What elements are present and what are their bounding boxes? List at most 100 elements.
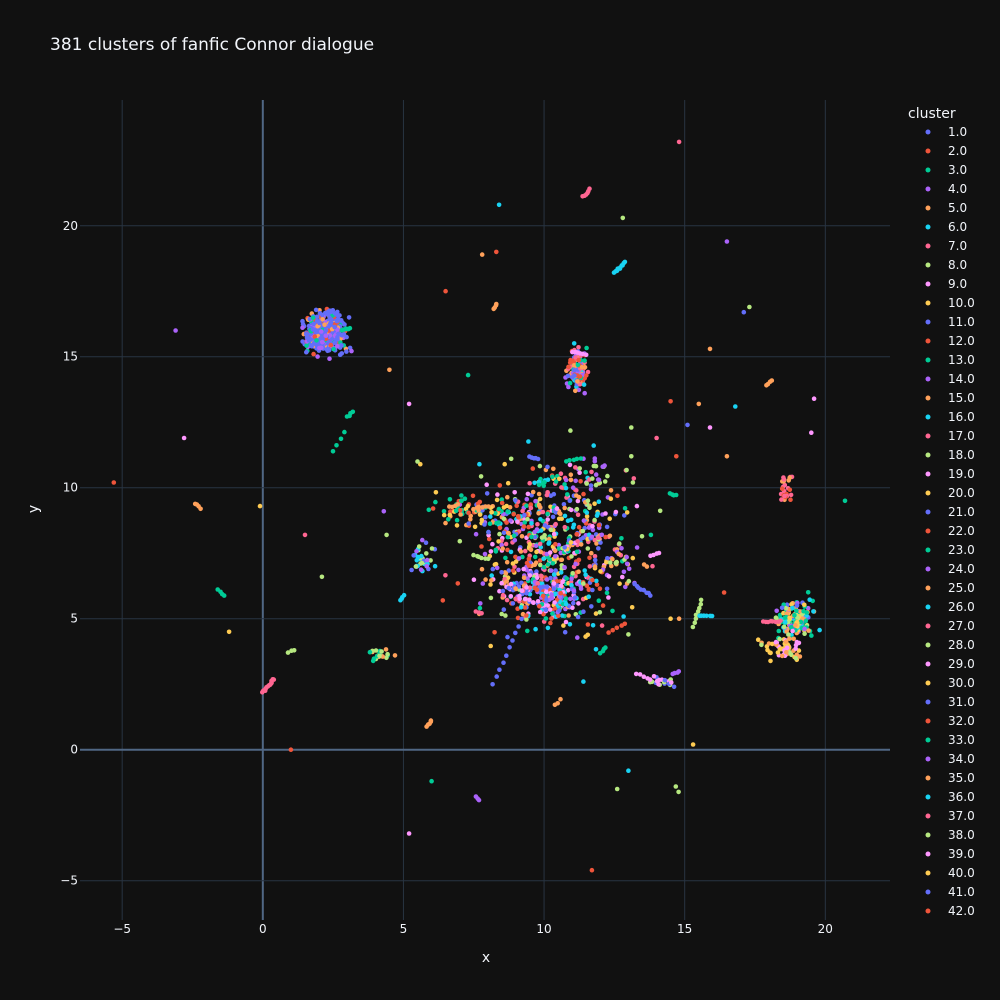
- legend-item[interactable]: 41.0: [925, 885, 975, 899]
- legend-item[interactable]: 8.0: [925, 258, 968, 272]
- x-tick-label: 20: [818, 922, 833, 936]
- legend-item[interactable]: 3.0: [925, 163, 968, 177]
- scatter-point: [650, 563, 655, 569]
- legend-item[interactable]: 30.0: [925, 676, 975, 690]
- legend-item[interactable]: 35.0: [925, 771, 975, 785]
- scatter-point: [339, 351, 345, 356]
- legend-item[interactable]: 37.0: [925, 809, 975, 823]
- legend-item[interactable]: 21.0: [925, 505, 975, 519]
- legend-label: 23.0: [948, 543, 975, 557]
- scatter-point: [499, 570, 504, 575]
- scatter-point: [589, 867, 595, 873]
- legend-item[interactable]: 39.0: [925, 847, 975, 861]
- legend-item[interactable]: 23.0: [925, 543, 975, 557]
- legend-marker: [925, 566, 931, 572]
- scatter-point: [529, 521, 534, 526]
- scatter-point: [567, 458, 572, 463]
- scatter-point: [526, 439, 531, 444]
- legend-item[interactable]: 25.0: [925, 581, 975, 595]
- legend[interactable]: cluster 1.0 2.0 3.0 4.0 5.0 6.0 7.0 8.0 9.0 10.0 1…: [908, 106, 975, 918]
- legend-label: 17.0: [948, 429, 975, 443]
- scatter-point: [322, 322, 327, 328]
- scatter-point: [804, 610, 809, 615]
- scatter-point: [543, 607, 549, 612]
- legend-item[interactable]: 20.0: [925, 486, 975, 500]
- scatter-point: [535, 456, 541, 462]
- legend-item[interactable]: 36.0: [925, 790, 975, 804]
- scatter-point: [765, 647, 770, 653]
- scatter-point: [483, 577, 488, 582]
- legend-item[interactable]: 42.0: [925, 904, 975, 918]
- scatter-point: [562, 565, 567, 570]
- legend-item[interactable]: 1.0: [925, 125, 968, 139]
- legend-item[interactable]: 24.0: [925, 562, 975, 576]
- legend-item[interactable]: 33.0: [925, 733, 975, 747]
- legend-item[interactable]: 12.0: [925, 334, 975, 348]
- scatter-point: [755, 637, 761, 642]
- legend-item[interactable]: 27.0: [925, 619, 975, 633]
- scatter-point: [596, 546, 601, 551]
- scatter-point: [330, 449, 336, 454]
- scatter-point: [564, 576, 569, 581]
- legend-label: 36.0: [948, 790, 975, 804]
- legend-item[interactable]: 40.0: [925, 866, 975, 880]
- legend-item[interactable]: 31.0: [925, 695, 975, 709]
- scatter-point: [578, 456, 584, 461]
- scatter-point: [513, 596, 519, 602]
- legend-item[interactable]: 18.0: [925, 448, 975, 462]
- legend-item[interactable]: 22.0: [925, 524, 975, 538]
- legend-item[interactable]: 14.0: [925, 372, 975, 386]
- legend-item[interactable]: 38.0: [925, 828, 975, 842]
- scatter-point: [707, 346, 713, 352]
- scatter-point: [538, 562, 543, 568]
- scatter-point: [624, 467, 629, 473]
- scatter-point: [570, 571, 575, 576]
- legend-label: 9.0: [948, 277, 967, 291]
- legend-item[interactable]: 29.0: [925, 657, 975, 671]
- legend-item[interactable]: 16.0: [925, 410, 975, 424]
- scatter-point: [589, 550, 594, 556]
- legend-item[interactable]: 34.0: [925, 752, 975, 766]
- scatter-point: [615, 493, 620, 499]
- scatter-point: [522, 548, 528, 554]
- scatter-point: [315, 354, 320, 359]
- scatter-point: [334, 318, 340, 324]
- scatter-point: [579, 364, 585, 370]
- scatter-point: [332, 311, 338, 316]
- scatter-point: [789, 625, 794, 630]
- legend-item[interactable]: 2.0: [925, 144, 968, 158]
- scatter-point: [568, 477, 574, 483]
- scatter-point: [605, 473, 610, 479]
- scatter-point: [626, 578, 632, 584]
- scatter-point: [477, 605, 483, 611]
- legend-label: 16.0: [948, 410, 975, 424]
- legend-item[interactable]: 4.0: [925, 182, 968, 196]
- scatter-point: [334, 443, 339, 448]
- legend-item[interactable]: 19.0: [925, 467, 975, 481]
- legend-item[interactable]: 9.0: [925, 277, 968, 291]
- legend-item[interactable]: 6.0: [925, 220, 968, 234]
- legend-item[interactable]: 10.0: [925, 296, 975, 310]
- scatter-point: [349, 348, 354, 354]
- scatter-point: [556, 516, 562, 522]
- legend-item[interactable]: 7.0: [925, 239, 968, 253]
- scatter-point: [300, 318, 305, 324]
- scatter-point: [387, 367, 392, 373]
- legend-item[interactable]: 28.0: [925, 638, 975, 652]
- scatter-point: [344, 334, 349, 340]
- scatter-point: [490, 566, 496, 572]
- legend-item[interactable]: 26.0: [925, 600, 975, 614]
- legend-marker: [925, 433, 931, 439]
- legend-item[interactable]: 32.0: [925, 714, 975, 728]
- scatter-point: [429, 546, 435, 551]
- legend-item[interactable]: 13.0: [925, 353, 975, 367]
- legend-item[interactable]: 17.0: [925, 429, 975, 443]
- legend-item[interactable]: 11.0: [925, 315, 975, 329]
- legend-item[interactable]: 15.0: [925, 391, 975, 405]
- legend-item[interactable]: 5.0: [925, 201, 968, 215]
- scatter-point: [549, 592, 554, 597]
- scatter-point: [441, 512, 447, 518]
- scatter-point: [544, 584, 550, 589]
- scatter-point: [521, 524, 527, 529]
- scatter-point: [503, 613, 508, 618]
